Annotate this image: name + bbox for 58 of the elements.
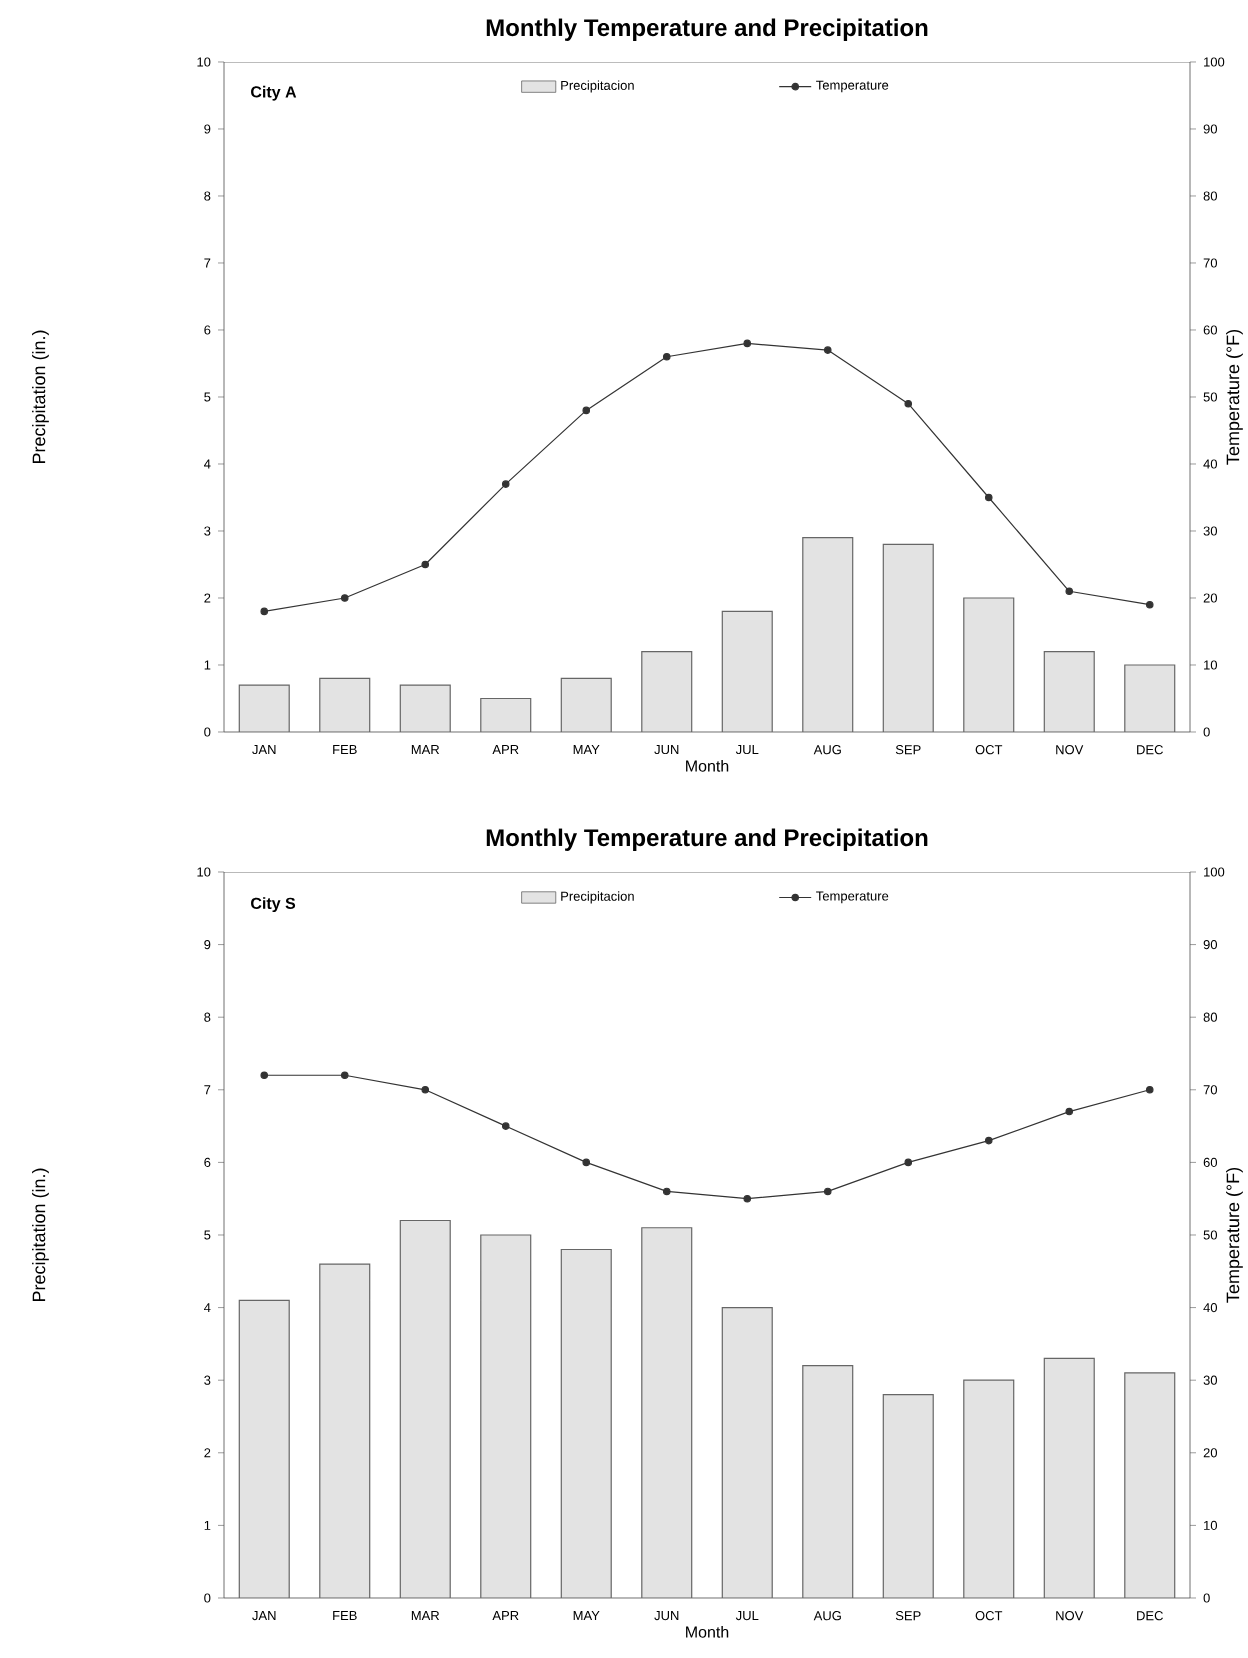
point: [1065, 587, 1074, 596]
point: [904, 399, 913, 408]
bar: [1043, 650, 1095, 732]
bar: [560, 1248, 612, 1598]
point: [260, 607, 269, 616]
point: [904, 1158, 913, 1167]
point: [1145, 1085, 1154, 1094]
point: [743, 339, 752, 348]
bar: [882, 1394, 934, 1598]
point: [501, 480, 510, 488]
point: [743, 1194, 752, 1203]
bar: [721, 610, 773, 732]
point: [340, 594, 349, 602]
bar: [882, 543, 934, 732]
point: [421, 1085, 430, 1094]
annotation: City A: [251, 85, 297, 101]
bar: [1124, 1372, 1176, 1598]
point: [260, 1071, 269, 1080]
point: [662, 1187, 671, 1196]
bar: [480, 1234, 532, 1598]
bar: [1043, 1357, 1095, 1598]
point: [1065, 1107, 1074, 1116]
bar: [641, 650, 693, 732]
chart-title: Monthly Temperature and Precipitation: [486, 828, 928, 851]
x-axis-title: Month: [686, 1625, 729, 1638]
point: [582, 406, 591, 415]
point: [340, 1071, 349, 1080]
point: [984, 1136, 993, 1145]
bar: [319, 1263, 371, 1598]
y2-axis-title: Temperature (°F): [1226, 329, 1243, 465]
bar: [802, 537, 854, 732]
bar: [238, 684, 290, 732]
bar: [480, 697, 532, 732]
chart-title: Monthly Temperature and Precipitation: [486, 18, 928, 41]
y-axis-title: Precipitation (in.): [32, 1168, 49, 1302]
point: [501, 1122, 510, 1130]
point: [421, 560, 430, 569]
point: [984, 493, 993, 502]
point: [1145, 600, 1154, 609]
x-axis-title: Month: [686, 759, 729, 772]
bar: [238, 1299, 290, 1598]
annotation: City S: [251, 897, 296, 913]
y2-axis-title: Temperature (°F): [1226, 1167, 1243, 1303]
bar: [399, 1219, 451, 1598]
point: [823, 346, 832, 354]
bar: [963, 1379, 1015, 1598]
y-axis-title: Precipitation (in.): [32, 330, 49, 464]
bar: [721, 1306, 773, 1598]
bar: [1124, 664, 1176, 732]
bar: [641, 1227, 693, 1598]
point: [662, 352, 671, 361]
bar: [560, 677, 612, 732]
point: [823, 1187, 832, 1196]
bar: [399, 684, 451, 732]
bar: [319, 677, 371, 732]
bar: [963, 597, 1015, 732]
bar: [802, 1365, 854, 1598]
point: [582, 1158, 591, 1167]
